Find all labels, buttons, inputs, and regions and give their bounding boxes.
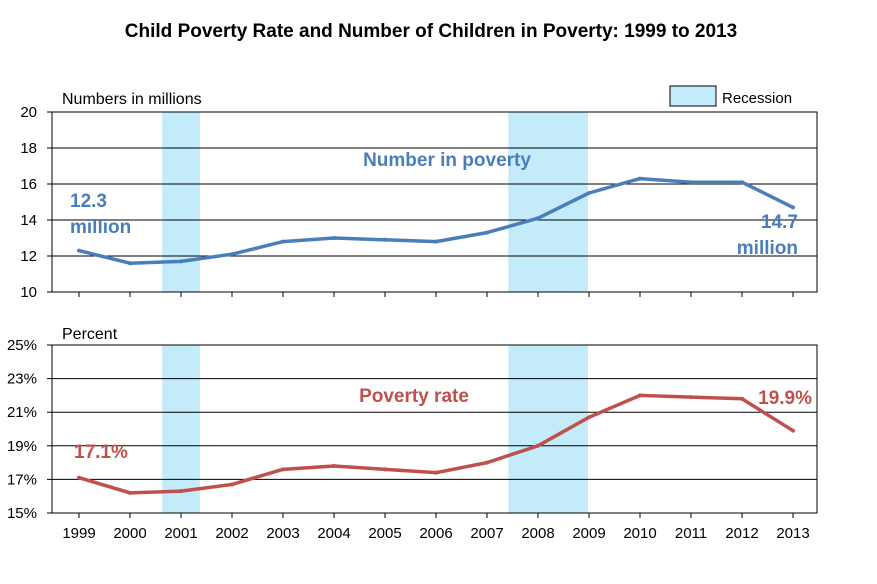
rate-y-tick-label: 15% [7,505,37,522]
number-point-2013 [791,205,795,210]
rate-point-2009 [587,415,591,420]
number-y-tick-label: 10 [20,284,37,301]
number-point-2012 [740,180,744,185]
number-point-2007 [485,230,489,235]
rate-y-tick-label: 17% [7,471,37,488]
x-tick-label: 1999 [62,525,95,542]
rate-y-tick-label: 23% [7,371,37,388]
rate-recession-band-2 [508,345,588,513]
rate-panel-y-ticks: 15% 17% 19% 21% 23% 25% [7,337,52,522]
x-tick-label: 2002 [215,525,248,542]
rate-point-1999 [77,475,81,480]
number-point-2011 [689,180,693,185]
number-point-2002 [230,252,234,257]
number-point-2001 [179,259,183,264]
rate-point-2007 [485,460,489,465]
number-series-label: Number in poverty [363,150,531,171]
number-point-2006 [434,239,438,244]
rate-y-tick-label: 25% [7,337,37,354]
number-start-value: 12.3 [70,191,107,212]
number-panel: 10 12 14 16 18 20 Numbers in millions Number … [20,91,818,301]
rate-point-2008 [536,443,540,448]
number-end-unit: million [737,238,798,259]
rate-point-2003 [281,467,285,472]
rate-panel: 15%17%19%21%23%25% Percent Poverty rate … [7,326,818,522]
rate-point-2012 [740,396,744,401]
rate-panel-frame [51,344,818,514]
rate-point-2004 [332,463,336,468]
legend-recession-label: Recession [722,90,792,107]
number-y-tick-label: 20 [20,104,37,121]
rate-point-2002 [230,482,234,487]
rate-point-2013 [791,428,795,433]
x-tick-label: 2010 [623,525,656,542]
number-point-2003 [281,239,285,244]
x-tick-label: 2008 [521,525,554,542]
x-tick-label: 2004 [317,525,350,542]
rate-series-label: Poverty rate [359,386,469,407]
x-axis-year-labels: 1999 2000 2001 2002 2003 2004 2005 2006 2007 2008… [62,525,809,542]
x-tick-label: 2009 [572,525,605,542]
chart-title: Child Poverty Rate and Number of Childre… [125,21,737,42]
x-tick-label: 2006 [419,525,452,542]
number-panel-recessions [162,112,588,292]
number-y-tick-label: 12 [20,248,37,265]
number-panel-x-tick-marks [78,292,794,297]
x-tick-label: 2012 [725,525,758,542]
number-point-2009 [587,191,591,195]
number-point-2000 [128,261,132,266]
rate-point-2011 [689,395,693,400]
number-panel-frame [51,111,818,293]
number-point-2004 [332,236,336,240]
number-end-value: 14.7 [761,212,798,233]
number-panel-gridlines [52,147,817,257]
number-point-2005 [383,237,387,242]
rate-recession-band-1 [162,345,200,513]
rate-start-value: 17.1% [74,442,128,463]
number-recession-band-1 [162,112,200,292]
rate-panel-gridlines [52,378,817,480]
number-y-tick-label: 14 [20,212,37,229]
x-tick-label: 2003 [266,525,299,542]
rate-point-2000 [128,490,132,495]
x-tick-label: 2001 [164,525,197,542]
number-start-unit: million [70,217,131,238]
number-recession-band-2 [508,112,588,292]
rate-y-tick-label: 21% [7,404,37,421]
rate-point-2001 [179,489,183,494]
rate-panel-x-tick-marks [78,513,794,518]
x-tick-label: 2005 [368,525,401,542]
rate-end-value: 19.9% [758,388,812,409]
number-y-tick-label: 18 [20,140,37,157]
number-point-2010 [638,176,642,181]
legend-recession-swatch [669,85,717,107]
x-tick-label: 2011 [675,525,707,542]
rate-point-2006 [434,470,438,475]
number-y-tick-label: 16 [20,176,37,193]
number-point-2008 [536,216,540,221]
rate-point-2005 [383,467,387,472]
rate-point-2010 [638,393,642,398]
x-tick-label: 2007 [470,525,503,542]
rate-y-tick-label: 19% [7,438,37,455]
rate-panel-recessions [162,345,588,513]
number-panel-unit-label: Numbers in millions [62,91,202,108]
number-point-1999 [77,248,81,253]
x-tick-label: 2000 [113,525,146,542]
number-panel-y-ticks: 10 12 14 16 18 20 [20,104,52,301]
rate-panel-unit-label: Percent [62,326,118,343]
x-tick-label: 2013 [776,525,809,542]
